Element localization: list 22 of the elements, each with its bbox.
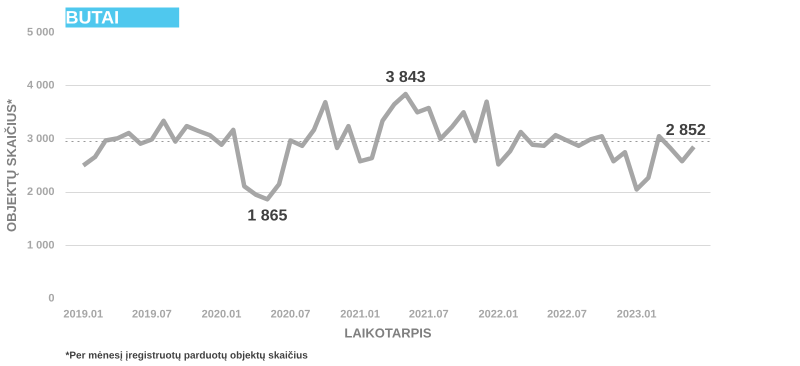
x-tick-label: 2021.01	[340, 308, 380, 320]
y-tick-label: 1 000	[26, 239, 55, 252]
y-axis-title: OBJEKTŲ SKAIČIUS*	[4, 98, 19, 232]
x-tick-label: 2019.07	[132, 308, 172, 320]
data-label: 2 852	[666, 122, 706, 139]
x-axis-title: LAIKOTARPIS	[344, 326, 432, 340]
y-tick-label: 5 000	[26, 26, 55, 38]
x-tick-label: 2022.07	[547, 308, 587, 320]
text: *Per mėnesį įregistruotų parduotų objektų skaičius	[66, 350, 308, 362]
x-tick-label: 2021.07	[408, 308, 449, 320]
y-tick-label: 2 000	[26, 186, 55, 198]
y-tick-label: 0	[48, 292, 55, 304]
x-tick-label: 2020.07	[270, 308, 310, 320]
y-tick-label: 3 000	[26, 132, 55, 145]
y-tick-label: 4 000	[26, 80, 55, 92]
x-tick-label: 2023.01	[616, 308, 657, 320]
x-tick-label: 2022.01	[478, 308, 518, 320]
x-tick-label: 2019.01	[63, 308, 104, 320]
data-label: 3 843	[386, 69, 426, 86]
data-label: 1 865	[247, 207, 288, 224]
chart-title: BUTAI	[66, 8, 120, 28]
x-tick-label: 2020.01	[202, 308, 242, 320]
